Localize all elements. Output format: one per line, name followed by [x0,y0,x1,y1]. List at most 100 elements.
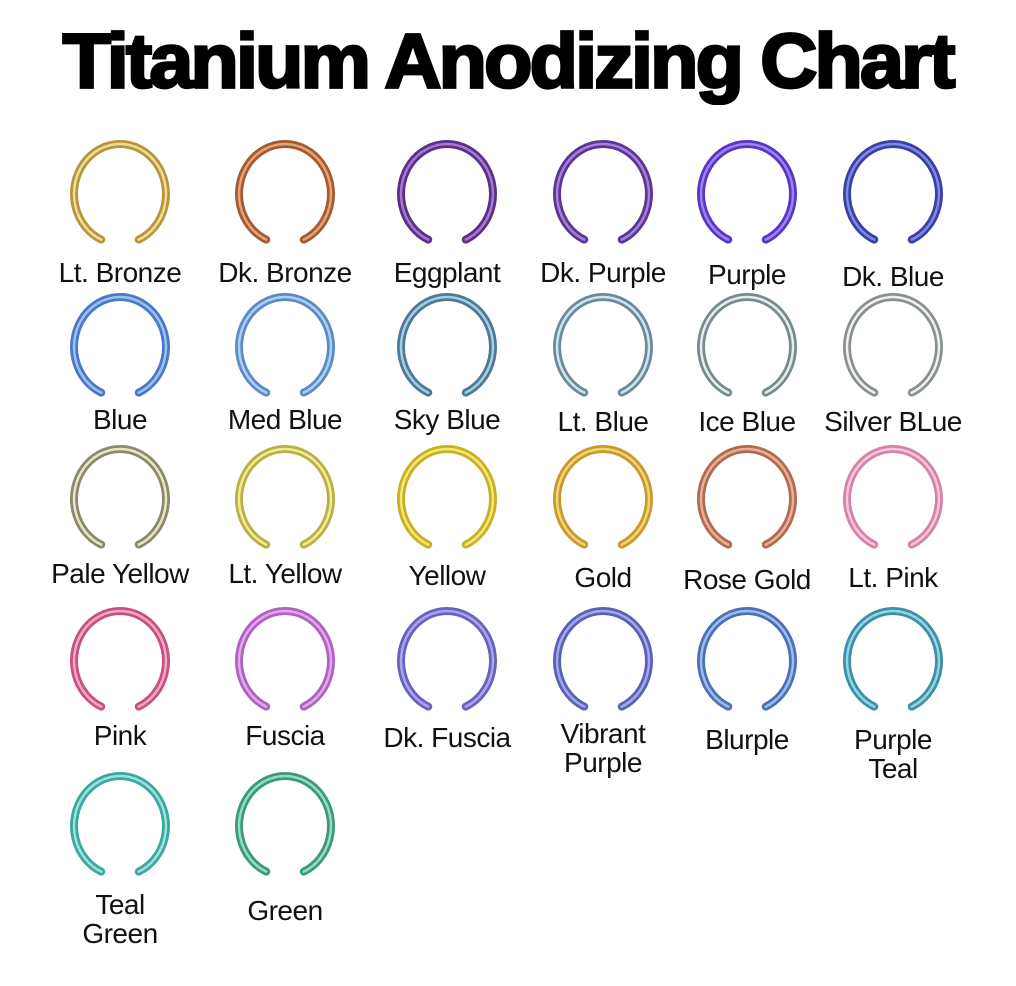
swatch-item: Rose Gold [662,445,832,594]
swatch-label: Lt. Bronze [58,257,182,288]
swatch-item: Eggplant [362,140,532,287]
ring-icon [397,140,497,244]
swatch-item: Dk. Blue [808,140,978,291]
ring-icon [70,445,170,549]
ring-icon [70,607,170,711]
ring-icon [553,607,653,711]
ring-icon [843,607,943,711]
swatch-item: Silver BLue [808,293,978,436]
ring-highlight [237,774,333,873]
swatch-item: Med Blue [200,293,370,434]
ring-highlight [72,295,168,394]
swatch-label: Lt. Yellow [228,558,342,589]
swatch-label: Med Blue [227,404,343,435]
swatch-label: Rose Gold [683,564,811,595]
ring-icon [397,293,497,397]
swatch-item: Purple Teal [808,607,978,783]
swatch-item: Lt. Blue [518,293,688,436]
ring-highlight [399,609,495,708]
ring-highlight [845,295,941,394]
swatch-item: Dk. Bronze [200,140,370,287]
ring-highlight [699,295,795,394]
ring-icon [843,293,943,397]
ring-icon [843,445,943,549]
ring-highlight [237,447,333,546]
swatch-label: Blurple [705,724,789,755]
ring-icon [553,140,653,244]
swatch-item: Fuscia [200,607,370,750]
swatch-label: Green [247,895,323,926]
swatch-item: Vibrant Purple [518,607,688,777]
swatch-item: Dk. Fuscia [362,607,532,752]
ring-highlight [555,142,651,241]
ring-highlight [237,609,333,708]
ring-highlight [845,447,941,546]
swatch-label: Pink [93,720,147,751]
ring-icon [70,140,170,244]
swatch-label: Eggplant [393,257,501,288]
ring-highlight [399,447,495,546]
swatch-label: Dk. Bronze [218,257,352,288]
ring-highlight [72,142,168,241]
swatch-label: Vibrant Purple [560,718,646,778]
ring-highlight [555,447,651,546]
ring-icon [697,607,797,711]
ring-highlight [555,295,651,394]
ring-icon [553,445,653,549]
swatch-item: Lt. Pink [808,445,978,592]
ring-icon [235,445,335,549]
chart-title-text: Titanium Anodizing Chart [62,17,958,104]
swatch-label: Dk. Fuscia [383,722,511,753]
swatch-item: Lt. Yellow [200,445,370,588]
swatch-label: Dk. Blue [842,261,944,292]
ring-icon [697,445,797,549]
ring-highlight [399,142,495,241]
swatch-label: Teal Green [82,889,158,949]
ring-icon [397,445,497,549]
ring-icon [697,140,797,244]
swatch-item: Pink [35,607,205,750]
ring-icon [397,607,497,711]
ring-highlight [845,142,941,241]
ring-icon [235,293,335,397]
swatch-item: Blue [35,293,205,434]
ring-icon [235,607,335,711]
swatch-item: Blurple [662,607,832,754]
ring-icon [70,293,170,397]
ring-highlight [699,142,795,241]
ring-highlight [72,447,168,546]
swatch-label: Yellow [408,560,486,591]
ring-highlight [555,609,651,708]
ring-icon [553,293,653,397]
ring-highlight [699,609,795,708]
ring-highlight [845,609,941,708]
ring-icon [235,772,335,876]
swatch-label: Dk. Purple [540,257,666,288]
swatch-item: Ice Blue [662,293,832,436]
ring-highlight [237,295,333,394]
swatch-label: Fuscia [245,720,325,751]
swatch-item: Dk. Purple [518,140,688,287]
ring-highlight [72,774,168,873]
ring-icon [843,140,943,244]
ring-icon [697,293,797,397]
swatch-label: Sky Blue [393,404,501,435]
swatch-label: Blue [92,404,148,435]
swatch-item: Pale Yellow [35,445,205,588]
ring-highlight [237,142,333,241]
swatch-item: Purple [662,140,832,289]
ring-icon [70,772,170,876]
swatch-item: Green [200,772,370,925]
ring-highlight [72,609,168,708]
swatch-label: Lt. Blue [557,406,649,437]
swatch-item: Lt. Bronze [35,140,205,287]
swatch-label: Silver BLue [824,406,962,437]
swatch-label: Ice Blue [698,406,796,437]
swatch-item: Sky Blue [362,293,532,434]
ring-highlight [399,295,495,394]
swatch-label: Purple Teal [854,724,932,784]
chart-title: Titanium Anodizing Chart [0,17,1016,106]
ring-highlight [699,447,795,546]
swatch-item: Teal Green [35,772,205,948]
swatch-label: Purple [708,259,786,290]
